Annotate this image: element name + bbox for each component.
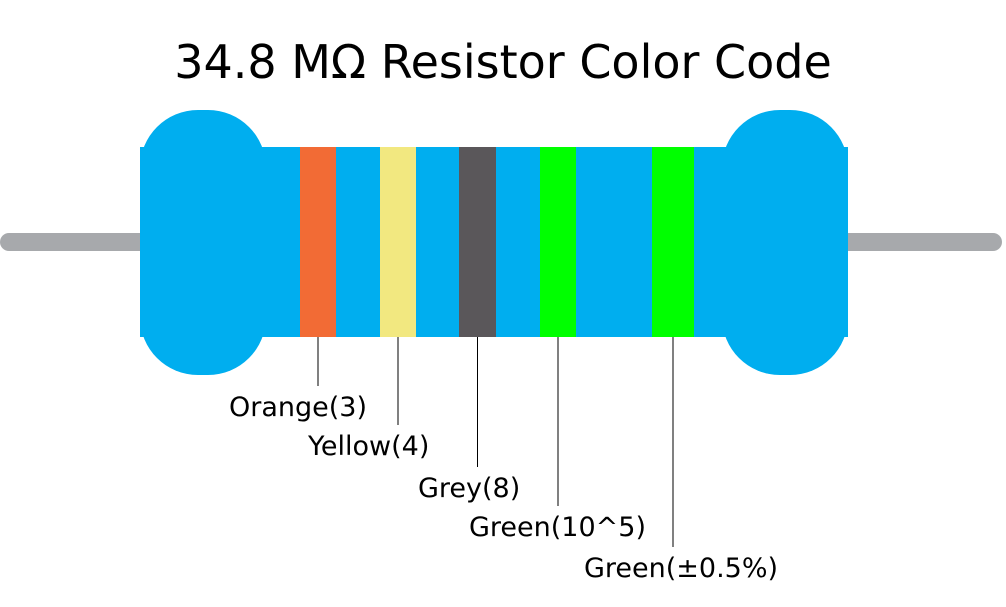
band-label: Green(10^5) (469, 512, 646, 543)
band-label: Grey(8) (418, 473, 520, 504)
title: 34.8 MΩ Resistor Color Code (174, 35, 832, 89)
band-label: Orange(3) (229, 392, 367, 423)
color-band (652, 147, 694, 337)
color-band (380, 147, 416, 337)
bands: Orange(3) Yellow(4) Grey(8) Green(10^5) Gree… (229, 147, 778, 584)
band-label: Green(±0.5%) (584, 553, 778, 584)
color-band (540, 147, 576, 337)
band-label: Yellow(4) (307, 431, 429, 462)
left-cap (140, 110, 266, 375)
right-cap (722, 110, 848, 375)
color-band (459, 147, 496, 337)
color-band (300, 147, 336, 337)
